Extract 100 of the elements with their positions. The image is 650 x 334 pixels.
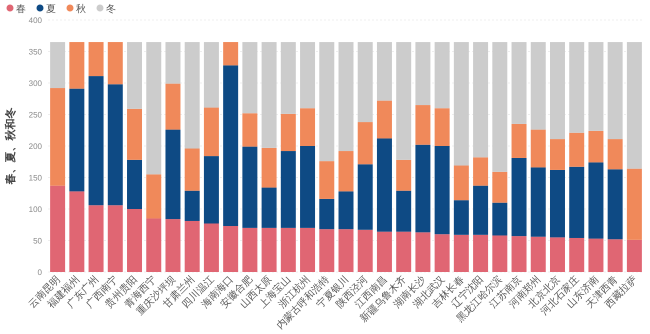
bar (242, 113, 258, 147)
bar (204, 42, 219, 108)
bar (569, 166, 584, 238)
bar (358, 230, 373, 272)
bar (530, 130, 546, 168)
y-tick-label: 350 (28, 48, 43, 56)
bar (300, 146, 316, 228)
bar (108, 42, 123, 84)
bar (473, 186, 488, 235)
bar (69, 191, 84, 272)
bar (69, 42, 84, 89)
legend-label: 秋 (76, 3, 86, 15)
bar (280, 228, 296, 272)
bar (69, 88, 84, 192)
bar (108, 205, 123, 272)
legend-label: 冬 (106, 3, 116, 15)
bar (512, 42, 527, 124)
bar (396, 190, 412, 232)
bar (608, 139, 623, 170)
bar (588, 238, 604, 272)
bar (338, 42, 354, 152)
bar (588, 130, 604, 162)
bar (127, 160, 142, 209)
y-tick-label: 50 (33, 236, 43, 246)
bar (454, 200, 469, 235)
bar (262, 188, 277, 228)
y-tick-label: 400 (28, 16, 43, 25)
bar (223, 226, 238, 272)
bar (454, 166, 469, 200)
bar (300, 108, 316, 146)
bar (88, 42, 104, 76)
bar (512, 124, 527, 158)
bar (88, 205, 104, 272)
bar (50, 42, 66, 88)
bar (319, 42, 334, 162)
y-tick-label: 0 (38, 268, 43, 277)
bar (280, 114, 296, 152)
bar (262, 148, 277, 188)
bar (530, 167, 546, 237)
bar (376, 42, 392, 101)
bar (165, 84, 180, 130)
bar (473, 42, 488, 158)
bar (608, 42, 623, 140)
bar (146, 218, 162, 272)
bar (50, 186, 66, 272)
bar (492, 202, 508, 236)
bar (376, 138, 392, 232)
bar (396, 232, 412, 272)
y-tick-label: 300 (28, 79, 43, 88)
bar (338, 191, 354, 230)
legend-label: 夏 (46, 4, 56, 15)
bar (146, 174, 162, 218)
bar (550, 170, 565, 238)
bar (550, 139, 565, 170)
bar (338, 151, 354, 192)
bar (415, 105, 430, 145)
bar (319, 229, 334, 272)
bar (492, 235, 508, 272)
bar (473, 234, 488, 272)
y-tick-label: 150 (28, 174, 43, 182)
bar (626, 42, 642, 169)
bar (223, 65, 238, 226)
bar (204, 108, 219, 156)
bar (358, 164, 373, 230)
bar (242, 228, 258, 272)
bar (434, 146, 450, 234)
y-axis-title: 春、夏、秋和冬 (4, 108, 17, 186)
bar (204, 156, 219, 224)
bar (300, 42, 316, 108)
bar (319, 161, 334, 199)
bar (262, 228, 277, 272)
bar (415, 144, 430, 232)
bar (338, 229, 354, 272)
bar (184, 220, 200, 272)
bar (165, 130, 180, 220)
bar (146, 42, 162, 174)
bar (127, 42, 142, 109)
y-tick-label: 200 (28, 142, 43, 151)
bar (415, 42, 430, 106)
bar (415, 232, 430, 272)
bar (262, 42, 277, 148)
bar (358, 122, 373, 164)
bar (473, 157, 488, 186)
bar (588, 42, 604, 131)
bar (165, 42, 180, 84)
bar (530, 42, 546, 130)
bar (608, 169, 623, 240)
bar (88, 76, 104, 206)
y-tick-label: 250 (28, 110, 43, 120)
bar (530, 236, 546, 272)
bar (588, 162, 604, 239)
bar (280, 151, 296, 228)
bar (50, 88, 66, 186)
bar (376, 232, 392, 272)
bar (626, 168, 642, 240)
bar (184, 190, 200, 221)
bar (242, 146, 258, 228)
bar (376, 100, 392, 138)
bar (319, 198, 334, 230)
bar (569, 238, 584, 272)
